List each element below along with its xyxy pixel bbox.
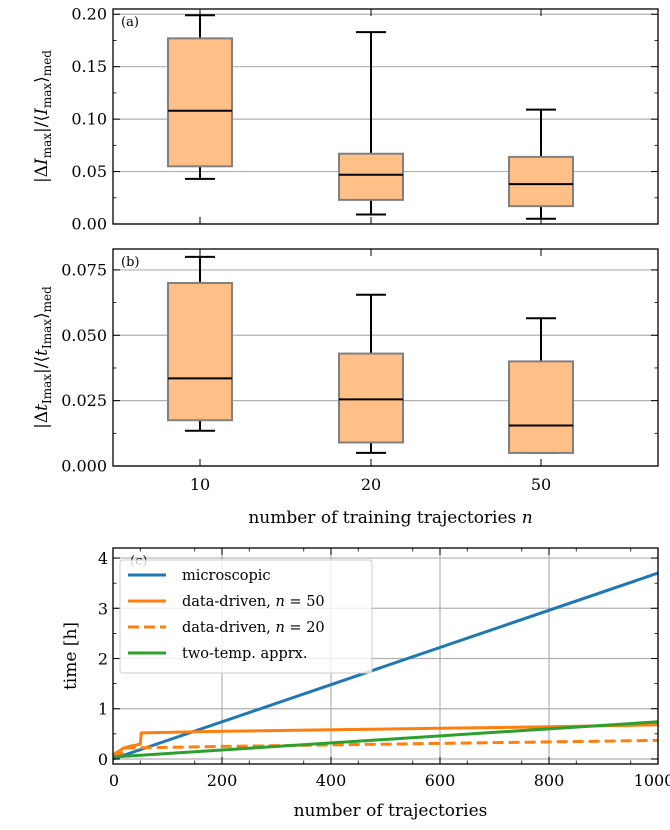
y-tick-label: 0.025: [61, 391, 107, 410]
series-line-two-temp-apprx-: [113, 720, 658, 759]
y-tick-label: 0.15: [71, 57, 107, 76]
iqr-box: [338, 352, 404, 444]
y-axis-label-part: med: [40, 50, 54, 76]
y-axis-label-part: |/⟨: [32, 356, 52, 374]
series-line-data-driven-n-50: [113, 723, 658, 758]
box-20: [338, 293, 404, 454]
iqr-box: [508, 155, 574, 208]
legend-label-value: = 20: [285, 620, 325, 636]
y-axis-label-part: max: [40, 133, 54, 159]
y-tick-label: 0.075: [61, 260, 107, 279]
y-axis-label: time [h]: [61, 622, 81, 690]
x-tick-label: 200: [207, 771, 238, 790]
panel-b-box-plot: 0.000 0.025 0.050 0.075 10 20 50 number of trai…: [32, 248, 659, 528]
y-axis-label-part: Imax: [40, 374, 54, 404]
y-axis-label: |ΔImax|/⟨Imax⟩med: [32, 50, 54, 183]
box-50: [508, 108, 574, 220]
y-axis-label-part: |Δ: [32, 411, 52, 429]
x-tick-label: 800: [534, 771, 565, 790]
y-tick-label: 0.05: [71, 162, 107, 181]
y-tick-label: 0.050: [61, 326, 107, 345]
panel-c-line-chart: 0 200 400 600 800 1000 0 1 2 3 4 number of trajecto…: [61, 547, 670, 821]
panel-tag: (b): [121, 255, 139, 270]
iqr-box: [338, 152, 404, 201]
y-axis-label-part: I: [32, 108, 52, 116]
legend-label-symbol: n: [275, 594, 284, 610]
x-tick-label: 0: [109, 771, 119, 790]
legend-label-text: data-driven,: [182, 594, 275, 610]
x-tick-label: 600: [425, 771, 456, 790]
x-tick-label: 10: [190, 475, 210, 494]
legend-label-text: data-driven,: [182, 620, 275, 636]
x-axis-label: number of trajectories: [294, 801, 488, 821]
legend-label: two-temp. apprx.: [182, 646, 307, 662]
y-tick-label: 0.00: [71, 215, 107, 234]
plot-frame: [112, 248, 659, 467]
y-tick-label: 0: [98, 750, 108, 769]
box-10: [167, 255, 233, 432]
series-line-data-driven-n-20: [113, 738, 658, 758]
y-tick-label: 3: [98, 599, 108, 618]
y-axis-label-part: |Δ: [32, 165, 52, 183]
legend-label-symbol: n: [275, 620, 284, 636]
legend-label-value: = 50: [285, 594, 325, 610]
series-line-microscopic: [113, 571, 658, 761]
y-axis-label-part: t: [32, 404, 52, 411]
y-axis-label-part: I: [32, 158, 52, 166]
box-50: [508, 317, 574, 454]
x-tick-label: 20: [361, 475, 381, 494]
x-tick-label: 50: [531, 475, 551, 494]
y-tick-label: 0.000: [61, 457, 107, 476]
x-axis-label-symbol: n: [522, 508, 533, 528]
y-axis-label-part: max: [40, 83, 54, 109]
y-axis-label-part: ⟩: [32, 76, 52, 83]
y-axis-label-part: ⟩: [32, 312, 52, 319]
x-tick-label: 1000: [634, 771, 670, 790]
plot-frame: [112, 8, 659, 225]
x-axis-label: number of training trajectories n: [248, 508, 532, 528]
panel-a-box-plot: 0.000.050.100.150.20|ΔImax|/⟨Imax⟩med(a): [32, 5, 659, 234]
legend-label: microscopic: [182, 568, 271, 584]
legend-label: data-driven, n = 50: [182, 594, 325, 610]
x-axis-label-text: number of training trajectories: [248, 508, 521, 528]
y-axis-label-part: t: [32, 349, 52, 356]
iqr-box: [508, 360, 574, 454]
x-tick-label: 400: [316, 771, 347, 790]
legend-box: [119, 559, 373, 674]
panel-tag: (a): [121, 15, 139, 30]
legend-label: data-driven, n = 20: [182, 620, 325, 636]
iqr-box: [167, 281, 233, 422]
y-tick-label: 0.10: [71, 110, 107, 129]
iqr-box: [167, 37, 233, 168]
plot-frame: [112, 547, 659, 765]
box-20: [338, 31, 404, 216]
y-tick-label: 2: [98, 650, 108, 669]
y-tick-label: 0.20: [71, 5, 107, 24]
y-tick-label: 1: [98, 700, 108, 719]
y-axis-label-part: med: [40, 286, 54, 312]
y-axis-label: |ΔtImax|/⟨tImax⟩med: [32, 286, 54, 429]
y-tick-label: 4: [98, 549, 108, 568]
y-axis-label-part: Imax: [40, 319, 54, 349]
box-10: [167, 14, 233, 180]
y-axis-label-part: |/⟨: [32, 115, 52, 133]
